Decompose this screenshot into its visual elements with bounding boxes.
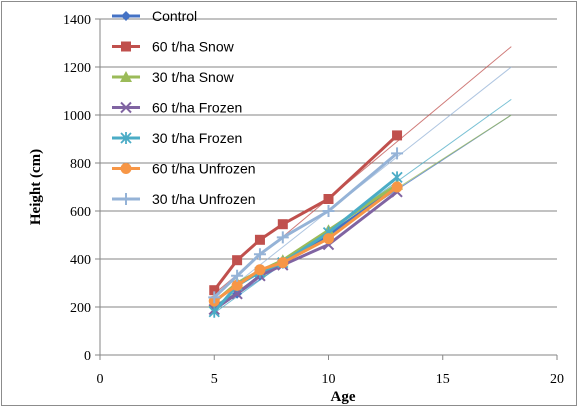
data-point bbox=[323, 194, 334, 204]
legend-marker bbox=[120, 132, 132, 144]
y-tick-label: 800 bbox=[70, 157, 91, 172]
legend-marker bbox=[120, 101, 132, 114]
y-tick-label: 200 bbox=[70, 301, 91, 316]
data-point bbox=[231, 279, 243, 291]
data-point bbox=[276, 231, 289, 244]
x-tick-label: 5 bbox=[211, 372, 218, 387]
data-point bbox=[209, 285, 220, 296]
legend-label: Control bbox=[152, 8, 197, 24]
data-point bbox=[392, 130, 403, 141]
y-tick-label: 1000 bbox=[63, 109, 91, 124]
data-point bbox=[208, 291, 221, 304]
series-line bbox=[213, 152, 399, 299]
data-point bbox=[323, 233, 334, 245]
gridlines bbox=[100, 18, 557, 308]
legend-item-30-t-ha-frozen: 30 t/ha Frozen bbox=[112, 130, 242, 146]
legend-label: 60 t/ha Snow bbox=[152, 39, 235, 55]
legend-label: 60 t/ha Unfrozen bbox=[152, 161, 256, 177]
legend-item-60-t-ha-frozen: 60 t/ha Frozen bbox=[112, 100, 242, 116]
y-tick-label: 0 bbox=[84, 349, 91, 364]
data-point bbox=[208, 305, 220, 318]
series-60-t-ha-snow bbox=[209, 130, 403, 296]
legend-item-60-t-ha-unfrozen: 60 t/ha Unfrozen bbox=[112, 161, 256, 177]
legend-item-30-t-ha-snow: 30 t/ha Snow bbox=[112, 69, 235, 85]
legend-label: 30 t/ha Frozen bbox=[152, 130, 242, 146]
y-axis-title: Height (cm) bbox=[28, 149, 44, 225]
data-point bbox=[254, 264, 266, 276]
legend-marker bbox=[121, 41, 131, 52]
legend-label: 30 t/ha Unfrozen bbox=[152, 191, 256, 207]
tick-labels: 0 200 400 600 800 1000 1200 1400 0 5 10 15 20 bbox=[63, 13, 564, 387]
y-tick-label: 400 bbox=[70, 253, 91, 268]
legend-item-control: Control bbox=[112, 8, 197, 24]
legend-item-30-t-ha-unfrozen: 30 t/ha Unfrozen bbox=[112, 191, 256, 207]
data-point bbox=[232, 255, 243, 266]
legend-marker bbox=[120, 163, 132, 174]
data-point bbox=[322, 205, 335, 217]
data-point bbox=[391, 181, 403, 193]
x-tick-label: 20 bbox=[550, 372, 564, 387]
x-axis-title: Age bbox=[331, 389, 356, 405]
data-point bbox=[254, 234, 265, 245]
legend: Control 60 t/ha Snow 30 t/ha Snow 60 t/ha F… bbox=[112, 8, 256, 207]
series-60-t-ha-unfrozen bbox=[208, 181, 403, 307]
legend-item-60-t-ha-snow: 60 t/ha Snow bbox=[112, 39, 235, 55]
y-tick-label: 1400 bbox=[63, 13, 91, 28]
data-point bbox=[231, 269, 244, 282]
legend-marker bbox=[120, 71, 132, 82]
data-point bbox=[391, 147, 404, 160]
series-30-t-ha-unfrozen bbox=[208, 147, 404, 304]
data-point bbox=[277, 219, 288, 230]
legend-label: 60 t/ha Frozen bbox=[152, 100, 242, 116]
data-point bbox=[253, 248, 266, 261]
legend-marker bbox=[120, 193, 132, 205]
x-tick-label: 10 bbox=[322, 372, 336, 387]
legend-label: 30 t/ha Snow bbox=[152, 69, 235, 85]
data-point bbox=[277, 257, 289, 269]
y-tick-label: 1200 bbox=[63, 61, 91, 76]
x-tick-label: 0 bbox=[97, 372, 104, 387]
y-tick-label: 600 bbox=[70, 205, 91, 220]
legend-marker bbox=[121, 11, 131, 21]
series-lines bbox=[208, 130, 404, 318]
x-tick-label: 15 bbox=[436, 372, 450, 387]
data-point bbox=[391, 171, 403, 184]
